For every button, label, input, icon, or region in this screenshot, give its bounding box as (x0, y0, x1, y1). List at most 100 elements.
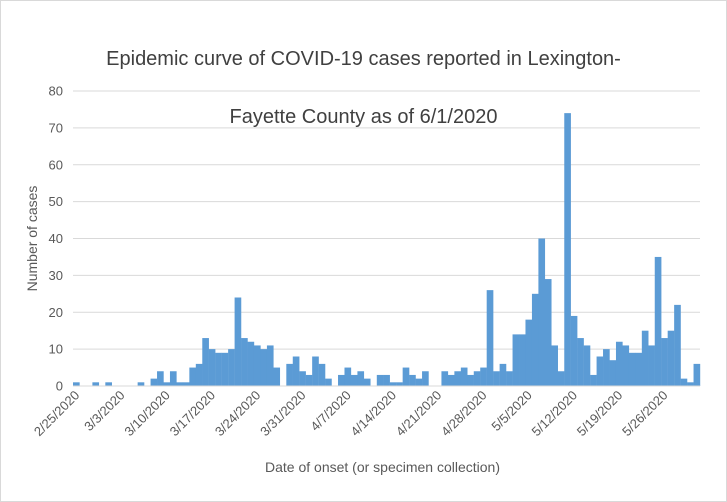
bar (467, 374, 474, 386)
bar (169, 371, 177, 386)
x-tick-label: 5/19/2020 (574, 388, 626, 440)
y-tick-label: 60 (49, 157, 63, 172)
bar (273, 367, 281, 386)
bar (396, 382, 403, 386)
bar (667, 330, 675, 386)
y-tick-labels: 0 10 20 30 40 50 60 70 80 (49, 84, 63, 394)
bar (687, 382, 694, 386)
bar (409, 374, 416, 386)
x-tick-labels: 2/25/20203/3/20203/10/20203/17/20203/24/… (31, 388, 671, 440)
x-tick-label: 5/5/2020 (488, 388, 534, 434)
y-axis-label: Number of cases (24, 186, 40, 292)
y-tick-label: 0 (56, 379, 63, 394)
bar (635, 352, 643, 386)
chart-title-line-1: Epidemic curve of COVID-19 cases reporte… (106, 48, 621, 70)
y-tick-label: 10 (49, 342, 63, 357)
bars (73, 113, 701, 387)
y-tick-label: 20 (49, 305, 63, 320)
bar (234, 297, 242, 386)
bar (318, 363, 326, 387)
bar (590, 374, 597, 386)
bar (247, 341, 255, 386)
bar (570, 315, 578, 386)
bar (454, 371, 462, 386)
bar (441, 371, 449, 386)
bar (422, 371, 429, 386)
bar (105, 382, 112, 386)
bar (202, 338, 209, 386)
bar (473, 371, 481, 386)
bar (221, 352, 229, 386)
bar (176, 382, 184, 386)
bar (499, 363, 507, 387)
bar (383, 374, 390, 386)
bar (551, 345, 558, 386)
y-tick-label: 80 (49, 84, 63, 99)
bar (519, 334, 526, 387)
bar (661, 338, 668, 386)
bar (208, 349, 216, 387)
gridlines (73, 90, 700, 350)
bar (286, 363, 293, 387)
bar (363, 378, 371, 387)
x-tick-label: 4/21/2020 (393, 388, 445, 440)
bar (338, 374, 345, 386)
bar (493, 371, 500, 386)
bar (189, 367, 197, 386)
bar (92, 382, 100, 386)
bar (344, 367, 352, 386)
chart-title-line-2: Fayette County as of 6/1/2020 (229, 106, 498, 128)
bar (325, 378, 332, 387)
bar (376, 374, 384, 386)
bar (525, 319, 533, 387)
bar (583, 345, 591, 386)
x-tick-label: 5/26/2020 (619, 388, 671, 440)
bar (182, 382, 190, 386)
y-tick-label: 40 (49, 231, 63, 246)
bar (357, 371, 365, 386)
bar (266, 345, 274, 386)
y-tick-label: 30 (49, 268, 63, 283)
x-tick-label: 3/3/2020 (81, 388, 127, 434)
bar (693, 363, 701, 387)
x-tick-label: 5/12/2020 (529, 388, 581, 440)
bar (305, 374, 313, 386)
chart-title: Epidemic curve of COVID-19 cases reporte… (0, 16, 727, 161)
bar (447, 374, 455, 386)
bar (654, 256, 662, 386)
x-axis-label: Date of onset (or specimen collection) (265, 459, 500, 475)
bar (680, 378, 688, 387)
x-tick-label: 4/28/2020 (438, 388, 490, 440)
bar (137, 382, 145, 386)
bar (531, 293, 539, 386)
x-tick-label: 3/24/2020 (212, 388, 264, 440)
bar (486, 290, 494, 387)
bar (215, 352, 222, 386)
bar (512, 334, 520, 387)
bar (157, 371, 164, 386)
bar (402, 367, 410, 386)
bar (292, 356, 300, 386)
bar (253, 345, 261, 386)
bar (415, 378, 423, 387)
bar (299, 371, 306, 386)
bar (628, 352, 636, 386)
x-tick-label: 3/31/2020 (257, 388, 309, 440)
bar (603, 349, 610, 387)
bar (538, 238, 546, 386)
bar (460, 367, 468, 386)
x-tick-label: 2/25/2020 (31, 388, 83, 440)
bar (557, 371, 565, 386)
bar (312, 356, 319, 386)
bar (577, 338, 584, 386)
bar (150, 378, 158, 387)
bar (622, 345, 630, 386)
bar (674, 304, 681, 387)
bar (641, 330, 649, 386)
bar (389, 382, 397, 386)
bar (648, 345, 655, 386)
bar (480, 367, 487, 386)
x-tick-label: 4/14/2020 (348, 388, 400, 440)
